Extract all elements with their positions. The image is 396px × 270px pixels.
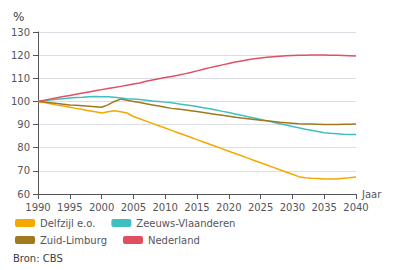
- svg-text:2005: 2005: [121, 202, 146, 213]
- svg-text:2035: 2035: [311, 202, 336, 213]
- svg-text:80: 80: [17, 142, 30, 153]
- svg-text:Jaar: Jaar: [361, 189, 382, 200]
- svg-text:2000: 2000: [89, 202, 114, 213]
- svg-text:2010: 2010: [152, 202, 177, 213]
- svg-text:130: 130: [11, 27, 30, 38]
- svg-text:Delfzijl e.o.: Delfzijl e.o.: [40, 218, 95, 229]
- svg-text:Bron: CBS: Bron: CBS: [13, 253, 63, 264]
- svg-text:70: 70: [17, 165, 30, 176]
- svg-text:2020: 2020: [216, 202, 241, 213]
- svg-text:Zeeuws-Vlaanderen: Zeeuws-Vlaanderen: [136, 218, 235, 229]
- svg-text:100: 100: [11, 96, 30, 107]
- svg-text:Zuid-Limburg: Zuid-Limburg: [40, 235, 107, 246]
- svg-text:%: %: [13, 10, 24, 24]
- svg-text:60: 60: [17, 189, 30, 200]
- svg-text:2040: 2040: [343, 202, 368, 213]
- svg-text:Nederland: Nederland: [148, 235, 200, 246]
- svg-text:110: 110: [11, 73, 30, 84]
- svg-text:2030: 2030: [280, 202, 305, 213]
- svg-text:1990: 1990: [25, 202, 50, 213]
- svg-text:90: 90: [17, 119, 30, 130]
- svg-text:1995: 1995: [57, 202, 82, 213]
- svg-text:2015: 2015: [184, 202, 209, 213]
- svg-text:2025: 2025: [248, 202, 273, 213]
- svg-text:120: 120: [11, 50, 30, 61]
